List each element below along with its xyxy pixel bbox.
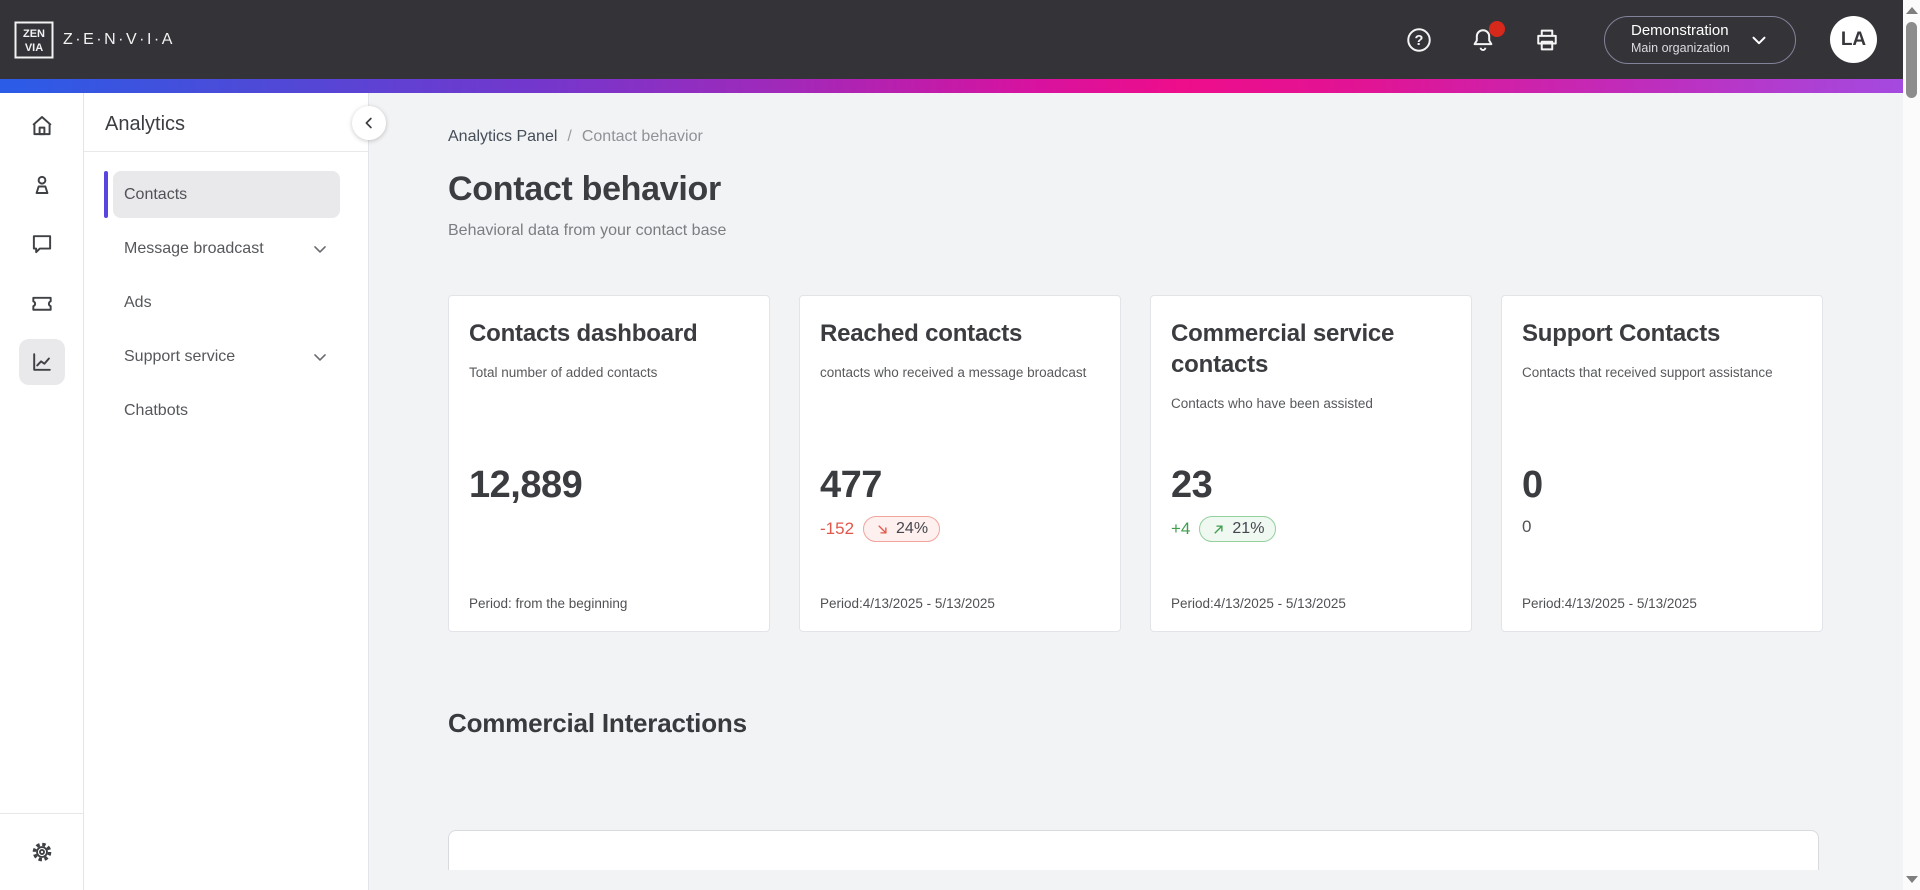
card-title: Reached contacts: [820, 320, 1023, 347]
card-title: Commercial service contacts: [1171, 320, 1395, 379]
scrollbar-thumb[interactable]: [1906, 22, 1917, 98]
user-avatar[interactable]: LA: [1830, 16, 1877, 63]
card-sub-value: 0: [1522, 517, 1532, 536]
stat-card-commercial-service-contacts: Commercial service contacts Contacts who…: [1150, 295, 1472, 632]
rail-item-conversations[interactable]: [19, 221, 65, 267]
home-icon: [29, 113, 55, 139]
zenvia-logo-icon: ZEN VIA: [14, 21, 54, 59]
chevron-left-icon: [360, 114, 378, 132]
card-description: Contacts who have been assisted: [1171, 396, 1373, 412]
stat-cards-row: Contacts dashboard Total number of added…: [448, 295, 1903, 632]
card-title: Contacts dashboard: [469, 320, 698, 347]
card-period: Period:4/13/2025 - 5/13/2025: [1171, 596, 1346, 611]
card-description: contacts who received a message broadcas…: [820, 365, 1087, 381]
trend-badge: 24%: [863, 516, 941, 542]
gear-icon: [29, 839, 55, 865]
card-period: Period:4/13/2025 - 5/13/2025: [820, 596, 995, 611]
rail-item-analytics[interactable]: [18, 339, 65, 385]
svg-text:ZEN: ZEN: [23, 28, 45, 40]
organization-subtitle: Main organization: [1631, 41, 1730, 56]
arrow-down-icon: [1905, 876, 1918, 883]
vertical-scrollbar[interactable]: [1903, 0, 1920, 890]
commercial-interactions-card: [448, 830, 1819, 870]
delta-value: +4: [1171, 519, 1191, 538]
sidebar-collapse-button[interactable]: [352, 106, 386, 140]
sidebar-item-label: Chatbots: [124, 401, 189, 419]
rail-item-campaigns[interactable]: [19, 280, 65, 326]
printer-icon: [1533, 26, 1561, 54]
trend-down-icon: [875, 522, 890, 537]
bell-icon: [1469, 26, 1497, 54]
notification-badge: [1489, 20, 1505, 37]
zenvia-logo-text: Z·E·N·V·I·A: [63, 30, 175, 48]
breadcrumb-separator: /: [567, 128, 572, 145]
help-icon: ?: [1405, 26, 1433, 54]
page-title: Contact behavior: [448, 170, 721, 208]
card-value: 23: [1171, 464, 1213, 506]
sidebar-item-chatbots[interactable]: Chatbots: [113, 387, 340, 434]
top-bar: ZEN VIA Z·E·N·V·I·A ?: [0, 0, 1903, 79]
svg-text:VIA: VIA: [25, 42, 43, 54]
sidebar-item-message-broadcast[interactable]: Message broadcast: [113, 225, 340, 272]
card-period: Period: from the beginning: [469, 596, 628, 611]
sidebar-item-label: Message broadcast: [124, 239, 264, 257]
scroll-up-button[interactable]: [1903, 2, 1920, 19]
chat-bubble-icon: [29, 231, 55, 257]
sidebar-active-indicator: [104, 171, 108, 218]
sidebar-item-contacts[interactable]: Contacts: [104, 171, 340, 218]
chevron-down-icon: [1748, 29, 1770, 51]
icon-rail: [0, 93, 84, 890]
card-period: Period:4/13/2025 - 5/13/2025: [1522, 596, 1697, 611]
notifications-button[interactable]: [1468, 20, 1505, 55]
card-description: Contacts that received support assistanc…: [1522, 365, 1773, 381]
badge-percentage: 24%: [896, 520, 929, 537]
sidebar-nav: Contacts Message broadcast Ads Support s…: [84, 152, 368, 434]
help-button[interactable]: ?: [1404, 25, 1434, 55]
badge-percentage: 21%: [1232, 520, 1265, 537]
organization-name: Demonstration: [1631, 22, 1729, 40]
stat-card-reached-contacts: Reached contacts contacts who received a…: [799, 295, 1121, 632]
sidebar-item-ads[interactable]: Ads: [113, 279, 340, 326]
organization-switcher[interactable]: Demonstration Main organization: [1604, 15, 1796, 64]
breadcrumb-link-analytics-panel[interactable]: Analytics Panel: [448, 128, 558, 145]
print-button[interactable]: [1532, 25, 1562, 55]
arrow-up-icon: [1905, 7, 1918, 14]
page-subtitle: Behavioral data from your contact base: [448, 222, 727, 239]
sidebar-item-label: Ads: [124, 293, 152, 311]
card-title: Support Contacts: [1522, 320, 1721, 347]
main-content: Analytics Panel / Contact behavior Conta…: [370, 93, 1903, 890]
sidebar-item-label: Contacts: [124, 185, 188, 203]
section-title-commercial-interactions: Commercial Interactions: [448, 708, 747, 738]
brand-gradient-bar: [0, 79, 1903, 93]
svg-text:?: ?: [1415, 33, 1424, 49]
scroll-down-button[interactable]: [1903, 871, 1920, 888]
card-value: 477: [820, 464, 882, 506]
sidebar-item-support-service[interactable]: Support service: [113, 333, 340, 380]
zenvia-logo: ZEN VIA Z·E·N·V·I·A: [14, 21, 175, 59]
chevron-down-icon: [310, 239, 330, 259]
ticket-icon: [29, 290, 55, 316]
chevron-down-icon: [310, 347, 330, 367]
sidebar-item-label: Support service: [124, 347, 236, 365]
breadcrumb-current: Contact behavior: [581, 128, 703, 145]
stat-card-contacts-dashboard: Contacts dashboard Total number of added…: [448, 295, 770, 632]
trend-up-icon: [1211, 522, 1226, 537]
stat-card-support-contacts: Support Contacts Contacts that received …: [1501, 295, 1823, 632]
card-description: Total number of added contacts: [469, 365, 658, 381]
sidebar: Analytics Contacts Message broadcast Ads…: [84, 93, 369, 890]
rail-item-contacts[interactable]: [19, 162, 65, 208]
card-value: 12,889: [469, 464, 583, 506]
rail-footer: [0, 813, 83, 890]
person-icon: [29, 172, 55, 198]
settings-button[interactable]: [19, 829, 65, 875]
card-value: 0: [1522, 464, 1543, 506]
rail-item-home[interactable]: [19, 103, 65, 149]
sidebar-header: Analytics: [84, 93, 368, 152]
breadcrumb: Analytics Panel / Contact behavior: [448, 128, 1903, 146]
sidebar-title: Analytics: [105, 113, 186, 135]
delta-value: -152: [820, 519, 855, 538]
trend-badge: 21%: [1199, 516, 1277, 542]
line-chart-icon: [29, 349, 55, 375]
